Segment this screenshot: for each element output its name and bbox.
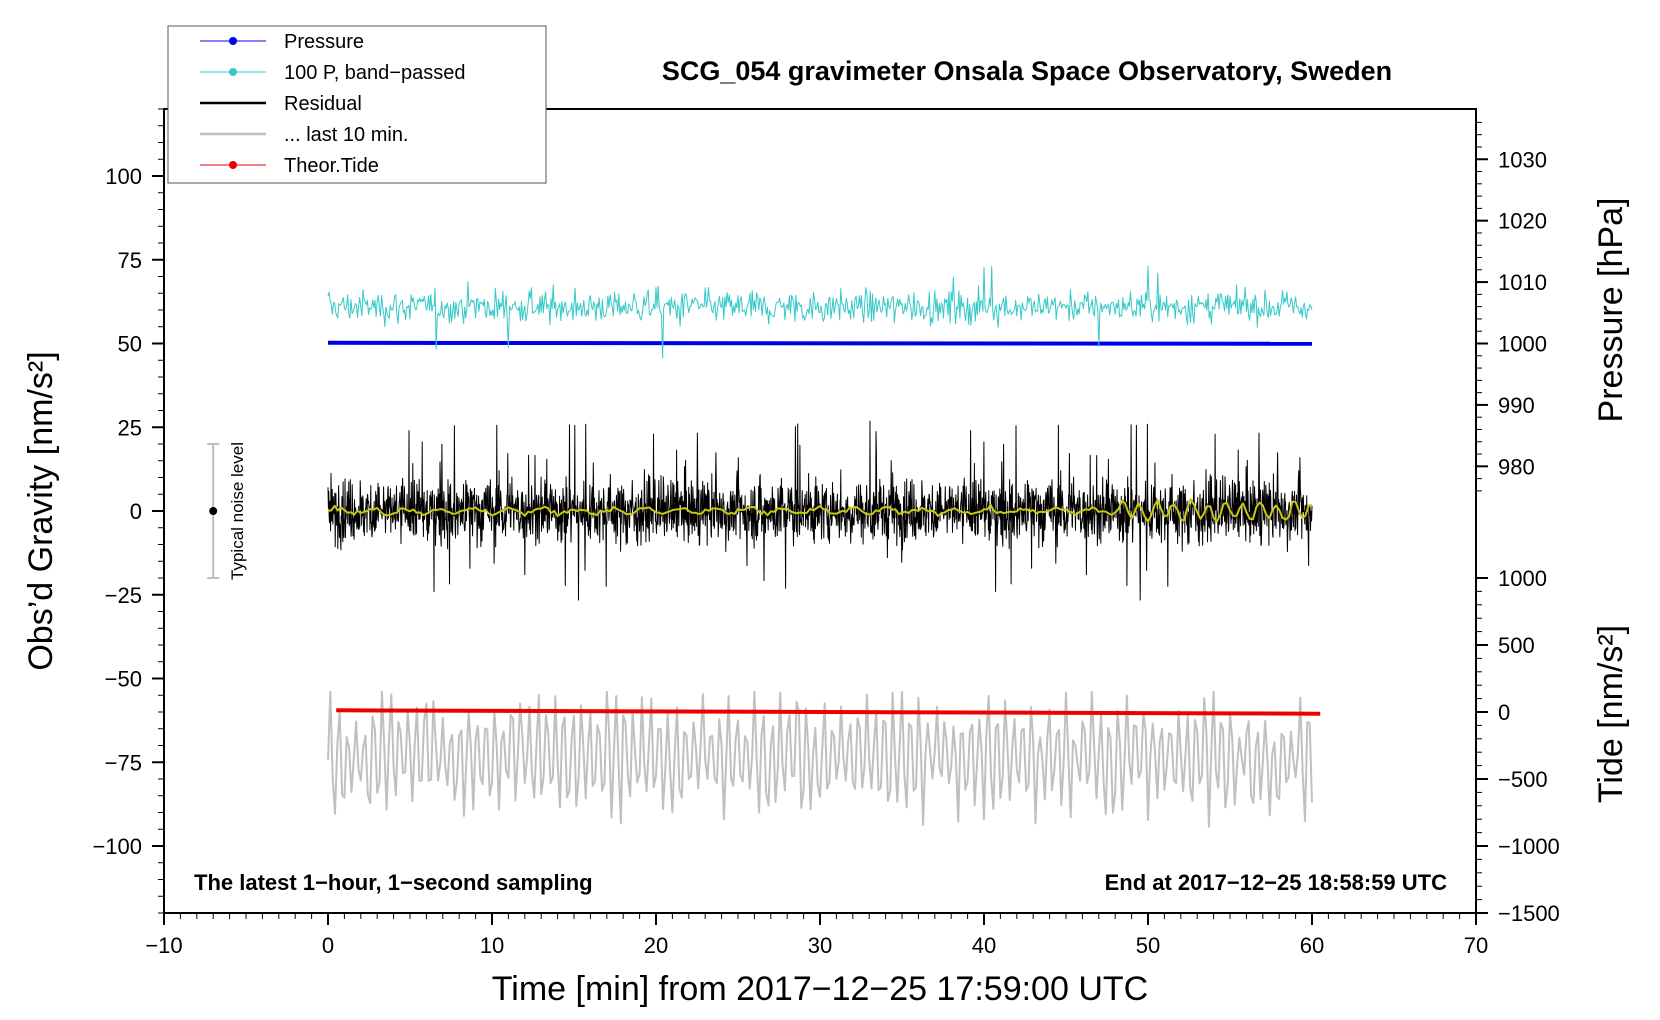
y-axis-left-title: Obs’d Gravity [nm/s²] <box>22 351 60 670</box>
legend-swatch-dot <box>229 161 237 169</box>
series-line-1 <box>327 265 1313 359</box>
y-left-tick-label: 100 <box>105 164 142 189</box>
legend-label: Theor.Tide <box>284 155 379 177</box>
y-axis-pressure: 980 990 1000 1010 1020 1030 <box>1476 121 1547 492</box>
y-left-tick-label: −100 <box>92 834 142 859</box>
x-tick-label: 10 <box>480 933 504 958</box>
legend-items: Pressure 100 P, band−passed Residual ... la… <box>200 31 465 177</box>
x-tick-label: 70 <box>1464 933 1488 958</box>
series-line-2 <box>327 420 1313 601</box>
y-tide-tick-label: 500 <box>1498 633 1535 658</box>
x-tick-label: 40 <box>972 933 996 958</box>
y-left-tick-label: −25 <box>105 583 142 608</box>
y-axis-tide-title: Tide [nm/s²] <box>1592 625 1630 803</box>
y-left-tick-label: −75 <box>105 750 142 775</box>
x-tick-label: 0 <box>322 933 334 958</box>
noise-bar-group: Typical noise level <box>207 442 247 580</box>
noise-bar-dot <box>209 507 218 515</box>
y-pressure-tick-label: 1010 <box>1498 270 1547 295</box>
x-tick-label: 20 <box>644 933 668 958</box>
y-tide-tick-label: −500 <box>1498 767 1548 792</box>
y-pressure-tick-label: 1030 <box>1498 147 1547 172</box>
y-pressure-tick-label: 980 <box>1498 454 1535 479</box>
x-axis-title: Time [min] from 2017−12−25 17:59:00 UTC <box>492 970 1148 1008</box>
x-tick-label: 60 <box>1300 933 1324 958</box>
y-tide-tick-label: −1500 <box>1498 901 1560 926</box>
y-pressure-tick-label: 1020 <box>1498 209 1547 234</box>
series-layer <box>327 265 1321 828</box>
end-time-note: End at 2017−12−25 18:58:59 UTC <box>1105 870 1448 895</box>
sampling-note: The latest 1−hour, 1−second sampling <box>194 870 593 895</box>
y-left-tick-label: −50 <box>105 667 142 692</box>
y-axis-pressure-title: Pressure [hPa] <box>1592 198 1630 423</box>
legend-label: Pressure <box>284 31 364 53</box>
y-left-tick-label: 50 <box>118 332 142 357</box>
series-line-5 <box>327 498 1313 523</box>
series-line-4 <box>336 708 1321 716</box>
legend-label: ... last 10 min. <box>284 124 409 146</box>
x-tick-label: 30 <box>808 933 832 958</box>
y-tide-tick-label: 0 <box>1498 700 1510 725</box>
y-pressure-tick-label: 1000 <box>1498 332 1547 357</box>
x-tick-label: 50 <box>1136 933 1160 958</box>
y-pressure-tick-label: 990 <box>1498 393 1535 418</box>
legend-box <box>167 25 547 184</box>
legend-label: 100 P, band−passed <box>284 62 465 84</box>
legend-swatch-dot <box>229 68 237 76</box>
y-axis-left: −100 −75 −50 −25 0 25 50 75 100 <box>92 108 164 914</box>
y-tide-tick-label: 1000 <box>1498 566 1547 591</box>
legend: Pressure 100 P, band−passed Residual ... la… <box>167 25 547 184</box>
y-axis-tide: −1500 −1000 −500 0 500 1000 <box>1476 566 1560 926</box>
noise-bar-label: Typical noise level <box>228 442 247 580</box>
x-tick-label: −10 <box>145 933 182 958</box>
legend-swatch-dot <box>229 37 237 45</box>
y-left-tick-label: 25 <box>118 415 142 440</box>
y-left-tick-label: 75 <box>118 248 142 273</box>
y-left-tick-label: 0 <box>130 499 142 524</box>
series-line-3 <box>327 690 1313 828</box>
y-tide-tick-label: −1000 <box>1498 834 1560 859</box>
series-line-0 <box>327 340 1313 346</box>
x-axis: −10 0 10 20 30 40 50 60 70 <box>145 913 1488 958</box>
chart-title: SCG_054 gravimeter Onsala Space Observat… <box>662 56 1392 86</box>
legend-label: Residual <box>284 93 362 115</box>
